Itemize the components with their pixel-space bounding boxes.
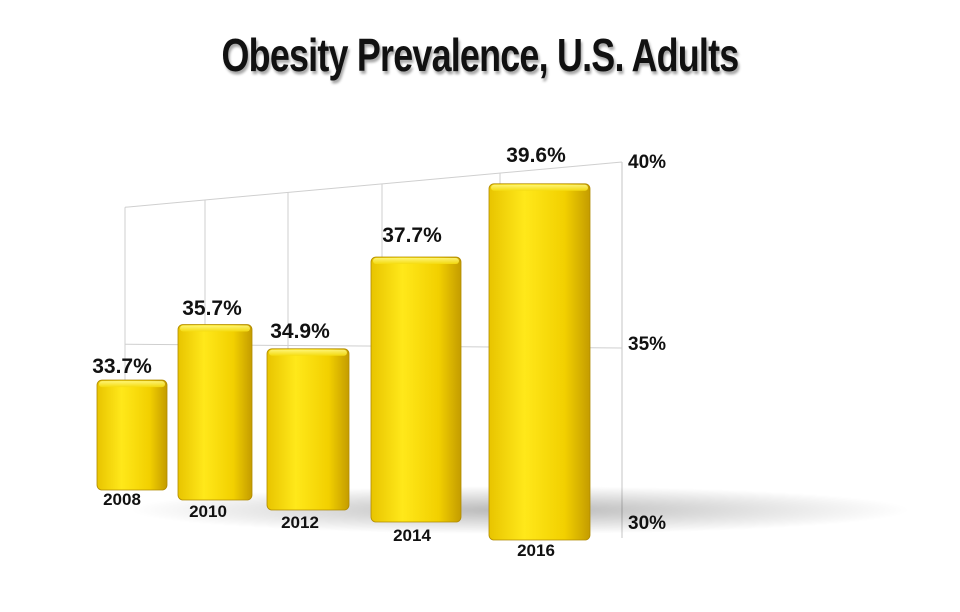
- bar: [177, 324, 253, 501]
- x-tick-label: 2016: [517, 541, 555, 560]
- y-tick-label: 35%: [628, 334, 666, 355]
- bar-top: [491, 184, 588, 191]
- bar-top: [269, 349, 347, 356]
- data-label: 33.7%: [92, 355, 152, 378]
- y-tick-label: 30%: [628, 513, 666, 534]
- data-label: 37.7%: [382, 224, 442, 247]
- bar: [370, 256, 462, 523]
- bar: [488, 183, 591, 541]
- bar-top: [180, 325, 250, 332]
- data-label: 34.9%: [270, 320, 330, 343]
- chart-title: Obesity Prevalence, U.S. Adults: [221, 29, 740, 81]
- y-tick-label: 40%: [628, 152, 666, 173]
- data-label: 35.7%: [182, 297, 242, 320]
- grid-line-horizontal: [124, 161, 623, 208]
- x-tick-label: 2014: [393, 526, 431, 545]
- bar-top: [99, 381, 165, 388]
- data-label: 39.6%: [506, 144, 566, 167]
- bar-top: [373, 257, 459, 264]
- x-tick-label: 2012: [281, 513, 319, 532]
- x-tick-label: 2010: [189, 502, 227, 521]
- x-tick-label: 2008: [103, 490, 141, 509]
- bar: [96, 379, 168, 491]
- bar: [266, 348, 350, 511]
